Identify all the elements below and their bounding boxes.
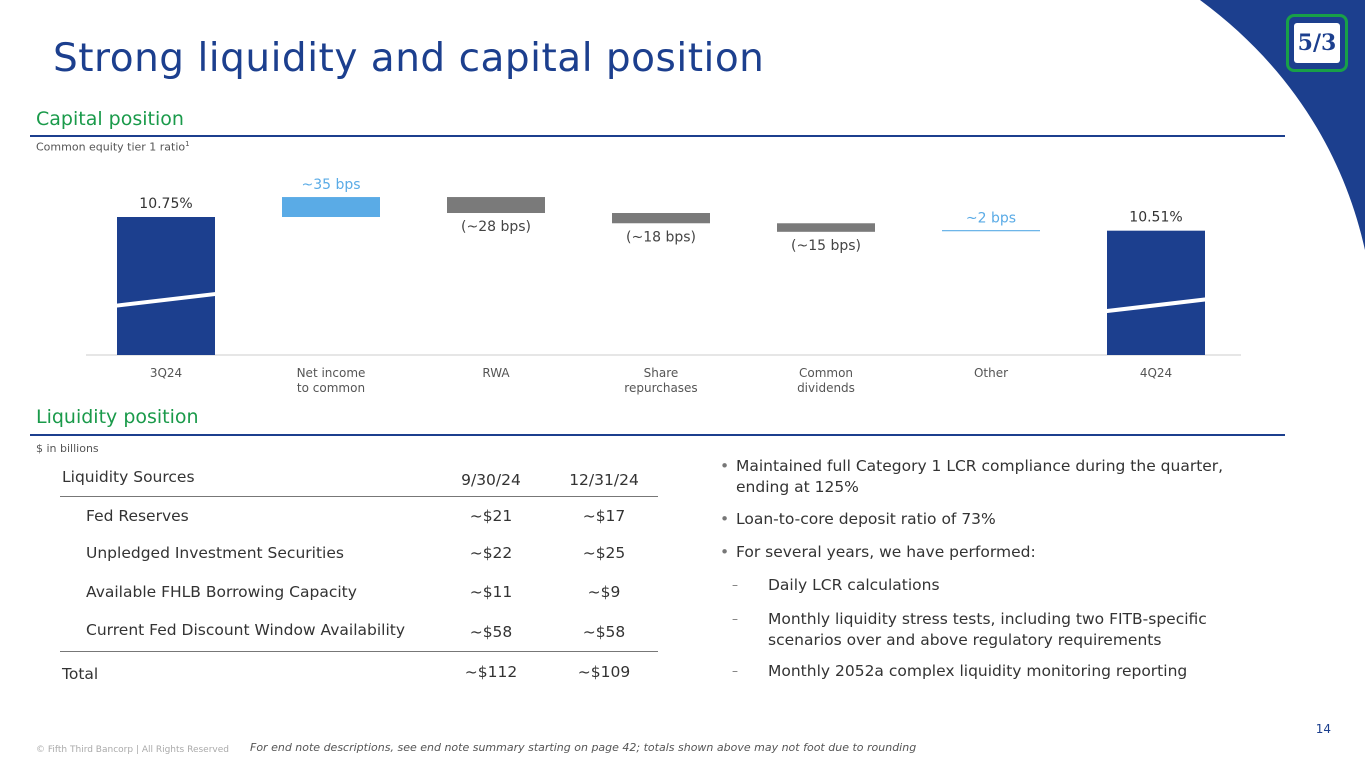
logo-mark: 5/3 — [1294, 23, 1340, 63]
bar-change — [282, 197, 380, 217]
x-tick-label: to common — [297, 381, 365, 395]
x-tick-label: Share — [644, 366, 679, 380]
bullet-dash-icon: – — [732, 664, 738, 678]
data-label-change: ~2 bps — [966, 211, 1016, 227]
x-tick-label: Other — [974, 366, 1008, 380]
bar-change — [447, 197, 545, 214]
bar-3q24 — [117, 217, 215, 355]
bullet-dash-icon: – — [732, 578, 738, 592]
liquidity-subtitle: $ in billions — [36, 442, 99, 455]
table-header-rule — [60, 496, 658, 497]
data-label-total: 10.51% — [1129, 210, 1182, 226]
capital-divider — [30, 135, 1285, 137]
cet1-waterfall-chart: 10.75% 10.51% ~35 bps (~28 bps) (~18 bps) (~1… — [86, 177, 1241, 395]
footnote: For end note descriptions, see end note … — [250, 741, 917, 754]
bullet-dot-icon: • — [720, 543, 730, 561]
x-tick-label: Common — [799, 366, 853, 380]
row-name: Available FHLB Borrowing Capacity — [86, 583, 357, 601]
bar-change — [777, 223, 875, 232]
fifth-third-logo: 5/3 — [1286, 14, 1348, 72]
header-sep: 9/30/24 — [461, 471, 521, 489]
data-label-change: (~15 bps) — [791, 238, 861, 254]
total-label: Total — [62, 665, 99, 683]
row-value-dec: ~$9 — [587, 583, 621, 601]
x-tick-label: repurchases — [624, 381, 697, 395]
capital-subtitle: Common equity tier 1 ratio1 — [36, 140, 190, 154]
row-value-sep: ~$58 — [469, 623, 513, 641]
bar-4q24 — [1107, 230, 1205, 355]
axis-break-mark — [1104, 297, 1208, 314]
row-value-dec: ~$17 — [582, 507, 626, 525]
x-tick-label: 3Q24 — [150, 366, 182, 380]
capital-section-title: Capital position — [36, 108, 184, 130]
header-liquidity-sources: Liquidity Sources — [62, 468, 195, 486]
page-number: 14 — [1315, 722, 1331, 736]
data-label-change: (~18 bps) — [626, 229, 696, 245]
row-name: Unpledged Investment Securities — [86, 544, 344, 562]
data-label-change: (~28 bps) — [461, 219, 531, 235]
page-title: Strong liquidity and capital position — [53, 36, 765, 81]
axis-break-mark — [114, 291, 218, 308]
total-value-sep: ~$112 — [464, 663, 518, 681]
x-tick-label: RWA — [482, 366, 510, 380]
liquidity-divider — [30, 434, 1285, 436]
row-value-dec: ~$25 — [582, 544, 626, 562]
data-label-change: ~35 bps — [301, 177, 360, 193]
row-name: Fed Reserves — [86, 507, 189, 525]
bullet-dot-icon: • — [720, 457, 730, 475]
x-tick-label: Net income — [297, 366, 366, 380]
row-value-sep: ~$22 — [469, 544, 513, 562]
bullet-dot-icon: • — [720, 510, 730, 528]
x-tick-label: dividends — [797, 381, 855, 395]
row-value-dec: ~$58 — [582, 623, 626, 641]
row-value-sep: ~$11 — [469, 583, 513, 601]
data-label-total: 10.75% — [139, 196, 192, 212]
bullet-dash-icon: – — [732, 612, 738, 626]
x-tick-label: 4Q24 — [1140, 366, 1172, 380]
row-name: Current Fed Discount Window Availability — [86, 621, 406, 639]
bar-change — [612, 213, 710, 224]
row-value-sep: ~$21 — [469, 507, 513, 525]
total-value-dec: ~$109 — [577, 663, 631, 681]
liquidity-section-title: Liquidity position — [36, 406, 199, 428]
header-dec: 12/31/24 — [569, 471, 639, 489]
table-total-rule — [60, 651, 658, 652]
copyright-text: © Fifth Third Bancorp | All Rights Reser… — [36, 745, 229, 755]
